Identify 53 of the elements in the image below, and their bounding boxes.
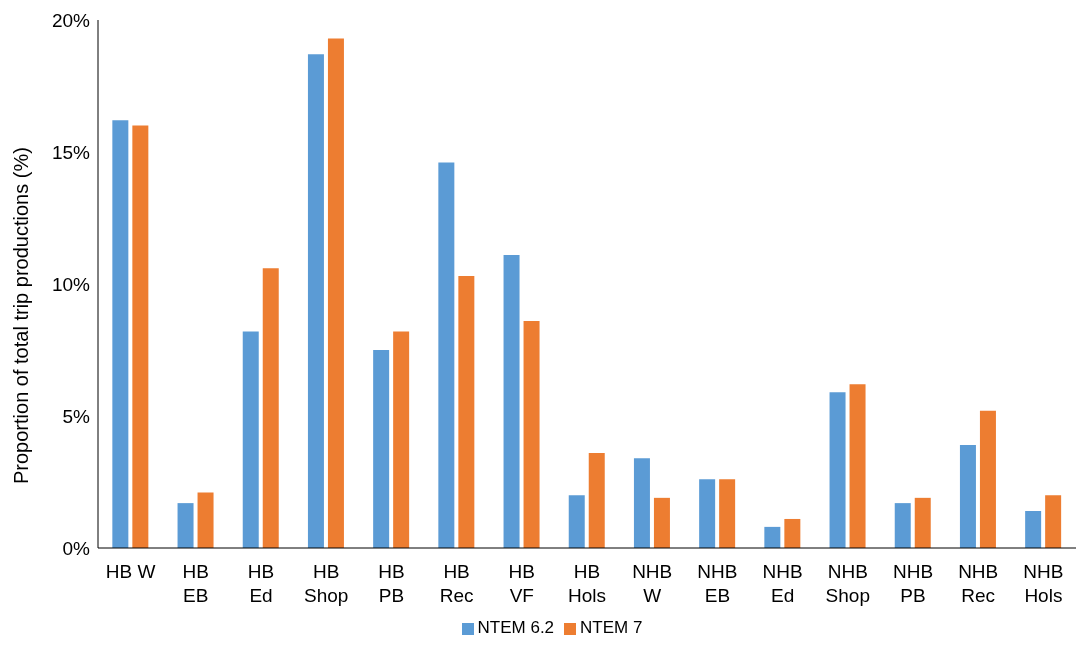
bar <box>307 54 324 548</box>
x-tick-label: NHB EB <box>697 561 738 606</box>
y-axis-title: Proportion of total trip productions (%) <box>10 147 33 484</box>
bar <box>829 392 846 548</box>
bar <box>699 479 716 548</box>
bar <box>914 497 931 548</box>
y-tick-label: 5% <box>62 405 91 427</box>
bar <box>242 331 259 548</box>
x-tick-label: HB Shop <box>304 561 349 606</box>
x-tick-label: HB W <box>105 561 156 582</box>
bar <box>523 320 540 548</box>
bar <box>438 162 455 548</box>
bar <box>568 495 585 548</box>
legend-label: NTEM 6.2 <box>477 618 555 637</box>
x-tick-label: HB Hols <box>567 561 607 606</box>
bar <box>393 331 410 548</box>
x-tick-label: NHB PB <box>892 561 934 606</box>
bar <box>784 518 801 548</box>
x-tick-label: HB Ed <box>247 561 275 606</box>
bar <box>1025 511 1042 548</box>
x-tick-label: HB VF <box>508 561 535 606</box>
x-tick-label: HB EB <box>182 561 209 606</box>
x-tick-label: NHB Hols <box>1023 561 1064 606</box>
x-tick-label: NHB Shop <box>825 561 870 606</box>
x-tick-label: NHB Rec <box>958 561 999 606</box>
bar <box>653 497 670 548</box>
bar <box>849 384 866 548</box>
bar <box>894 503 911 548</box>
bar <box>132 125 149 548</box>
bar <box>1045 495 1062 548</box>
y-tick-label: 10% <box>51 273 91 295</box>
x-tick-label: HB PB <box>378 561 405 606</box>
bar <box>373 350 390 548</box>
bar <box>633 458 650 548</box>
y-tick-label: 0% <box>62 537 91 559</box>
bar <box>979 410 996 548</box>
legend-label: NTEM 7 <box>580 618 643 637</box>
bar <box>458 276 475 548</box>
x-tick-label: NHB Ed <box>762 561 803 606</box>
bar <box>112 120 129 548</box>
bar <box>197 492 214 548</box>
y-tick-label: 20% <box>51 9 91 31</box>
bar <box>588 452 605 548</box>
bar <box>959 445 976 548</box>
bar <box>262 268 279 548</box>
bar <box>327 38 344 548</box>
bar <box>764 526 781 548</box>
y-tick-label: 15% <box>51 141 91 163</box>
bar <box>719 479 736 548</box>
bar <box>503 254 520 548</box>
x-tick-label: HB Rec <box>439 561 474 606</box>
x-tick-label: NHB W <box>632 561 673 606</box>
bar <box>177 503 194 548</box>
